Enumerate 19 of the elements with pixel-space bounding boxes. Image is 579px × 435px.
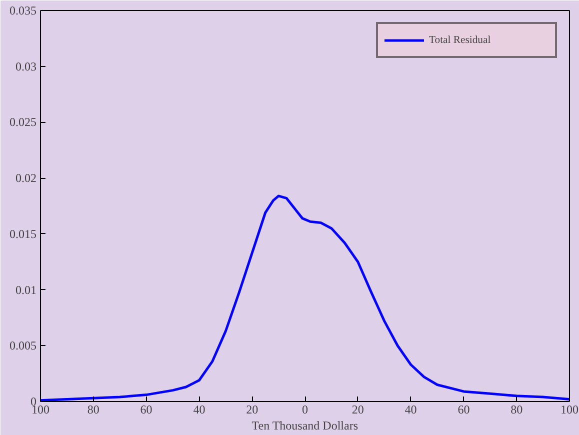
x-tick-label: 40	[193, 402, 206, 416]
y-tick-label: 0.025	[10, 115, 36, 130]
x-axis-title: Ten Thousand Dollars	[252, 418, 358, 432]
x-tick-label: 80	[87, 402, 100, 416]
x-tick-label: 0	[302, 402, 308, 416]
y-tick-label: 0.015	[10, 226, 36, 241]
y-tick-label: 0.03	[16, 59, 36, 74]
x-tick-label: 100	[560, 402, 578, 416]
x-tick-label: 40	[404, 402, 417, 416]
x-tick-label: 20	[352, 402, 364, 416]
y-tick-label: 0.02	[16, 171, 36, 186]
y-tick-label: 0.01	[16, 282, 36, 297]
x-tick-label: 80	[510, 402, 523, 416]
x-tick-label: 20	[246, 402, 258, 416]
legend-label: Total Residual	[429, 34, 492, 46]
x-tick-label: 60	[458, 402, 470, 416]
y-tick-label: 0.035	[10, 4, 36, 18]
x-tick-label: 60	[140, 402, 152, 416]
y-tick-label: 0.005	[10, 338, 36, 353]
